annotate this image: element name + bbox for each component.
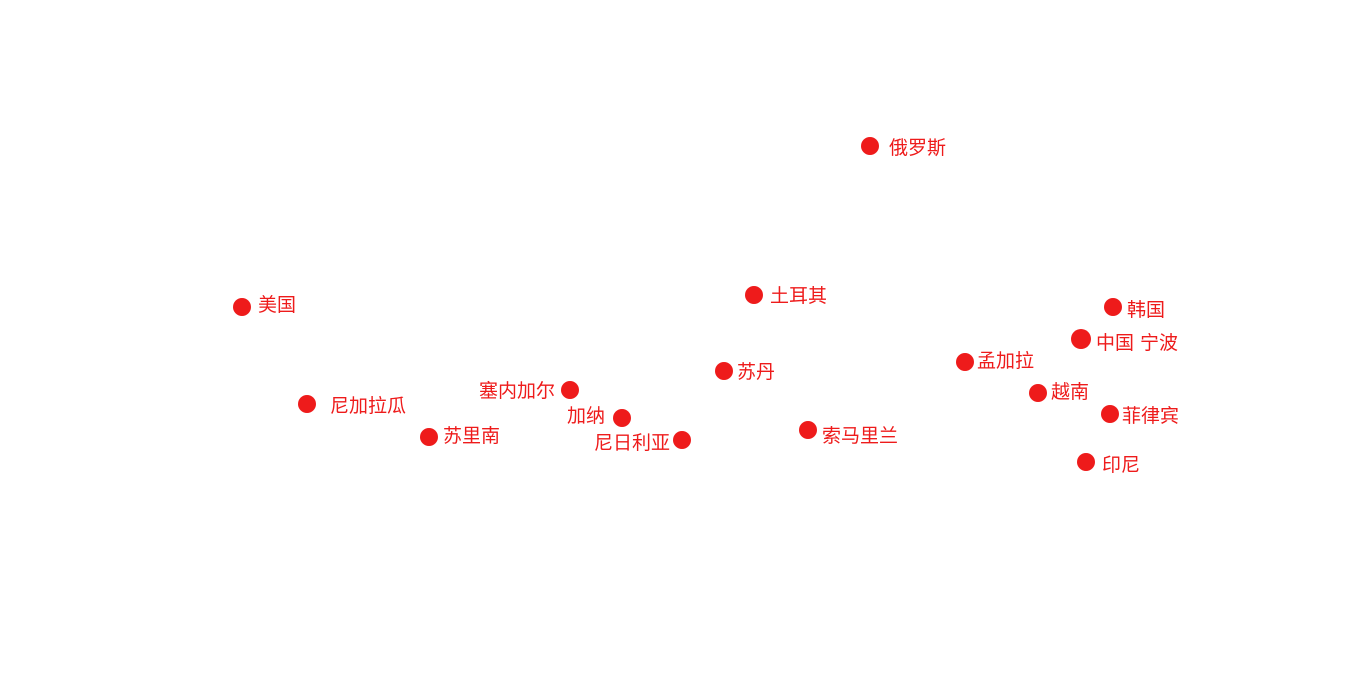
label-russia: 俄罗斯 — [889, 137, 947, 159]
label-korea: 韩国 — [1127, 299, 1166, 321]
label-vietnam: 越南 — [1051, 381, 1090, 403]
marker-russia[interactable] — [861, 137, 879, 155]
marker-turkey[interactable] — [745, 286, 763, 304]
marker-korea[interactable] — [1104, 298, 1122, 316]
marker-usa[interactable] — [233, 298, 251, 316]
label-suriname: 苏里南 — [443, 425, 501, 447]
marker-sudan[interactable] — [715, 362, 733, 380]
label-philippines: 菲律宾 — [1122, 405, 1180, 427]
label-senegal: 塞内加尔 — [478, 380, 555, 402]
marker-ghana[interactable] — [613, 409, 631, 427]
marker-nicaragua[interactable] — [298, 395, 316, 413]
label-indonesia: 印尼 — [1102, 454, 1141, 476]
marker-china-ningbo[interactable] — [1071, 329, 1091, 349]
marker-nigeria[interactable] — [673, 431, 691, 449]
label-turkey: 土耳其 — [770, 285, 828, 307]
marker-indonesia[interactable] — [1077, 453, 1095, 471]
label-somaliland: 索马里兰 — [822, 425, 899, 447]
marker-philippines[interactable] — [1101, 405, 1119, 423]
marker-bangladesh[interactable] — [956, 353, 974, 371]
label-sudan: 苏丹 — [737, 361, 776, 383]
marker-suriname[interactable] — [420, 428, 438, 446]
label-china-ningbo: 中国 宁波 — [1096, 332, 1179, 354]
label-nigeria: 尼日利亚 — [593, 432, 670, 454]
marker-somaliland[interactable] — [799, 421, 817, 439]
label-usa: 美国 — [258, 294, 297, 316]
label-nicaragua: 尼加拉瓜 — [330, 395, 407, 417]
marker-vietnam[interactable] — [1029, 384, 1047, 402]
label-bangladesh: 孟加拉 — [977, 350, 1035, 372]
marker-senegal[interactable] — [561, 381, 579, 399]
label-ghana: 加纳 — [566, 405, 605, 427]
